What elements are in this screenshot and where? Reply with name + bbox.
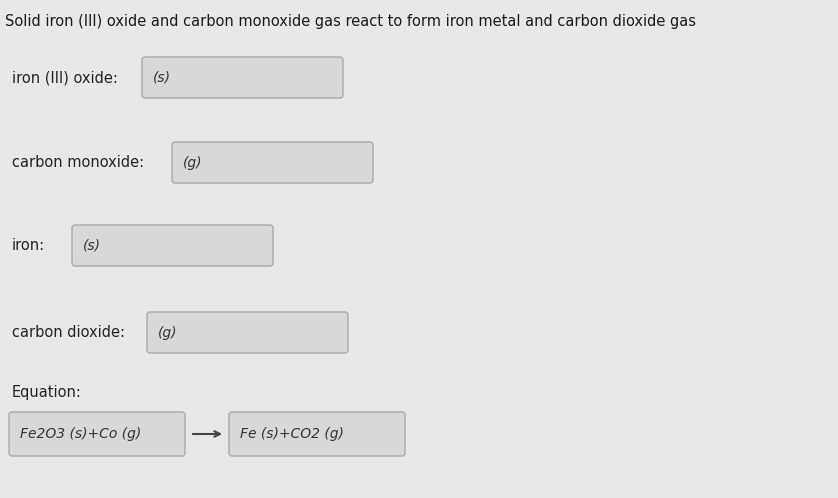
FancyBboxPatch shape bbox=[172, 142, 373, 183]
Text: iron:: iron: bbox=[12, 238, 45, 253]
FancyBboxPatch shape bbox=[72, 225, 273, 266]
Text: (g): (g) bbox=[158, 326, 178, 340]
Text: (s): (s) bbox=[153, 71, 171, 85]
Text: carbon dioxide:: carbon dioxide: bbox=[12, 325, 125, 340]
Text: (g): (g) bbox=[183, 155, 203, 169]
Text: Solid iron (III) oxide and carbon monoxide gas react to form iron metal and carb: Solid iron (III) oxide and carbon monoxi… bbox=[5, 14, 696, 29]
Text: iron (III) oxide:: iron (III) oxide: bbox=[12, 70, 118, 85]
FancyBboxPatch shape bbox=[229, 412, 405, 456]
Text: (s): (s) bbox=[83, 239, 101, 252]
Text: Fe2O3 (s)+Co (g): Fe2O3 (s)+Co (g) bbox=[20, 427, 142, 441]
FancyBboxPatch shape bbox=[147, 312, 348, 353]
FancyBboxPatch shape bbox=[142, 57, 343, 98]
Text: carbon monoxide:: carbon monoxide: bbox=[12, 155, 144, 170]
FancyBboxPatch shape bbox=[9, 412, 185, 456]
Text: Equation:: Equation: bbox=[12, 385, 82, 400]
Text: Fe (s)+CO2 (g): Fe (s)+CO2 (g) bbox=[240, 427, 344, 441]
